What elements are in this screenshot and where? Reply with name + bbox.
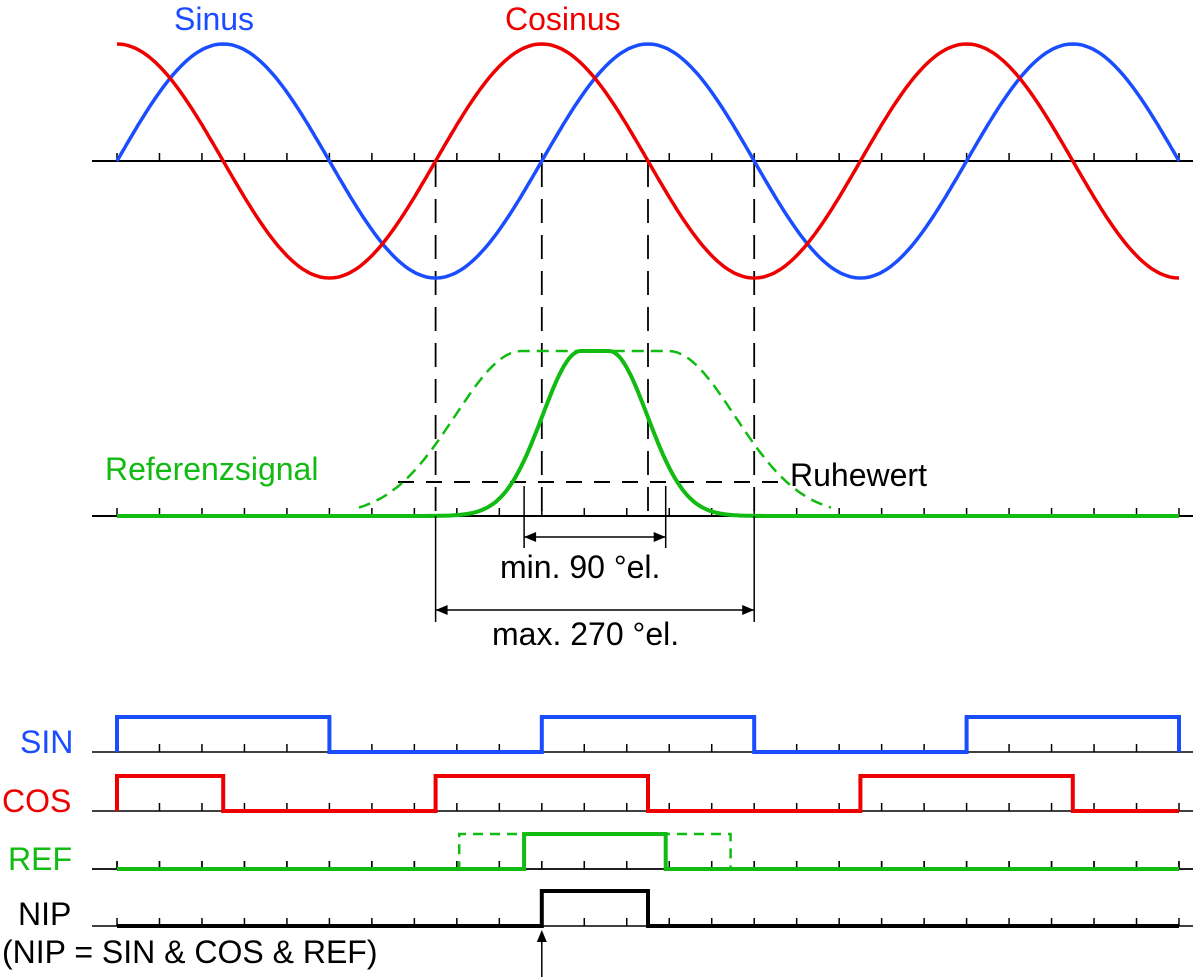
reference-pulse-max <box>358 349 832 509</box>
waves-group <box>115 42 1181 280</box>
marker-lines-group <box>434 163 756 516</box>
sinus-wave <box>115 42 1181 280</box>
ref-signal-max-trace <box>117 832 1179 871</box>
cos-signal-trace <box>115 774 1179 813</box>
sin-label: SIN <box>20 724 73 760</box>
referenzsignal-label: Referenzsignal <box>105 451 318 487</box>
cosinus-wave <box>116 42 1180 280</box>
nip-trigger-arrow-head <box>536 930 547 942</box>
max-width-label: max. 270 °el. <box>492 616 679 652</box>
ref-label: REF <box>8 841 72 877</box>
cos-label: COS <box>2 783 71 819</box>
ref-signal-trace <box>117 832 1179 871</box>
reference-pulse-min <box>358 349 831 518</box>
min-dimension-arrow-left <box>524 532 537 542</box>
cosinus-label: Cosinus <box>505 1 621 37</box>
max-dimension-arrow-left <box>435 605 448 615</box>
max-dimension-arrow-right <box>742 605 755 615</box>
min-dimension-arrow-right <box>653 532 666 542</box>
dimension-group <box>434 486 755 622</box>
nip-formula-label: (NIP = SIN & COS & REF) <box>2 934 377 970</box>
min-width-label: min. 90 °el. <box>500 549 660 585</box>
digital-signals-group <box>92 715 1193 977</box>
nip-label: NIP <box>18 896 71 932</box>
nip-signal-trace <box>117 889 1179 928</box>
sinus-label: Sinus <box>174 1 254 37</box>
sin-signal-trace <box>115 715 1181 754</box>
reference-signal-group <box>117 349 1179 518</box>
ruhewert-label: Ruhewert <box>790 457 927 493</box>
